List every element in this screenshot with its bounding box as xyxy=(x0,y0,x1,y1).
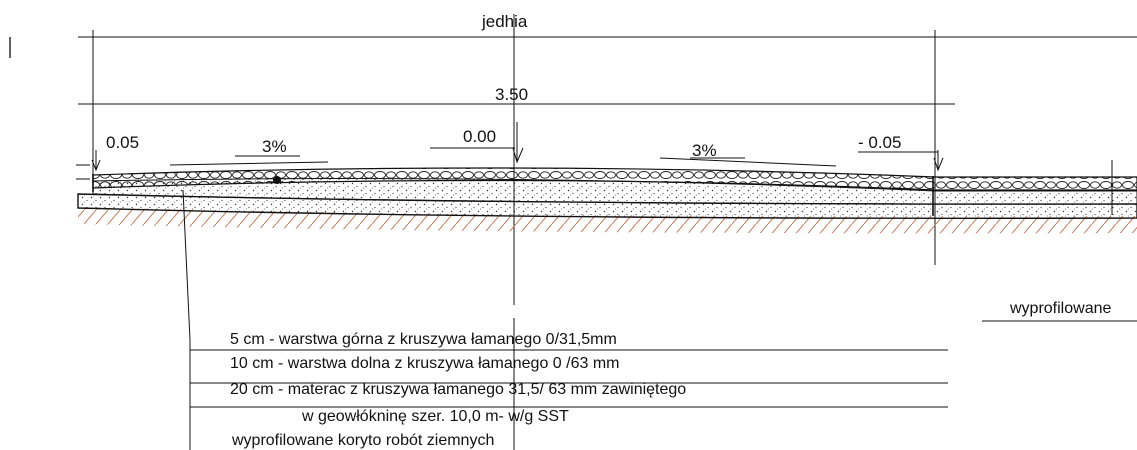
slope-line-right xyxy=(659,157,837,167)
dimension-top-label: jedhia xyxy=(482,12,528,31)
layer-label-geotextile: w geowłókninę szer. 10,0 m- w/g SST xyxy=(302,408,569,425)
level-arrow-left-head xyxy=(91,159,101,172)
layer-label-mattress: 20 cm - materac z kruszywa łamanego 31,5… xyxy=(230,381,687,398)
slope-right-label: 3% xyxy=(692,141,717,160)
level-arrow-right-head xyxy=(933,157,944,172)
layer-label-lower: 10 cm - warstwa dolna z kruszywa łamaneg… xyxy=(230,355,620,372)
layer-label-top: 5 cm - warstwa górna z kruszywa łamanego… xyxy=(230,331,617,348)
top-stone-layer xyxy=(92,167,1137,191)
level-left-label: 0.05 xyxy=(106,133,140,152)
level-arrow-center-head xyxy=(512,147,524,164)
dimension-width-label: 3.50 xyxy=(495,85,529,104)
slope-left-label: 3% xyxy=(262,137,287,156)
level-right-label: - 0.05 xyxy=(858,133,902,152)
level-center-label: 0.00 xyxy=(463,127,497,146)
layer-label-subgrade: wyprofilowane koryto robót ziemnych xyxy=(232,432,495,449)
side-note-label: wyprofilowane xyxy=(1010,300,1112,317)
legend-leader-line xyxy=(182,189,191,341)
slope-line-left xyxy=(169,161,329,166)
layer-pointer-dot xyxy=(273,176,281,184)
